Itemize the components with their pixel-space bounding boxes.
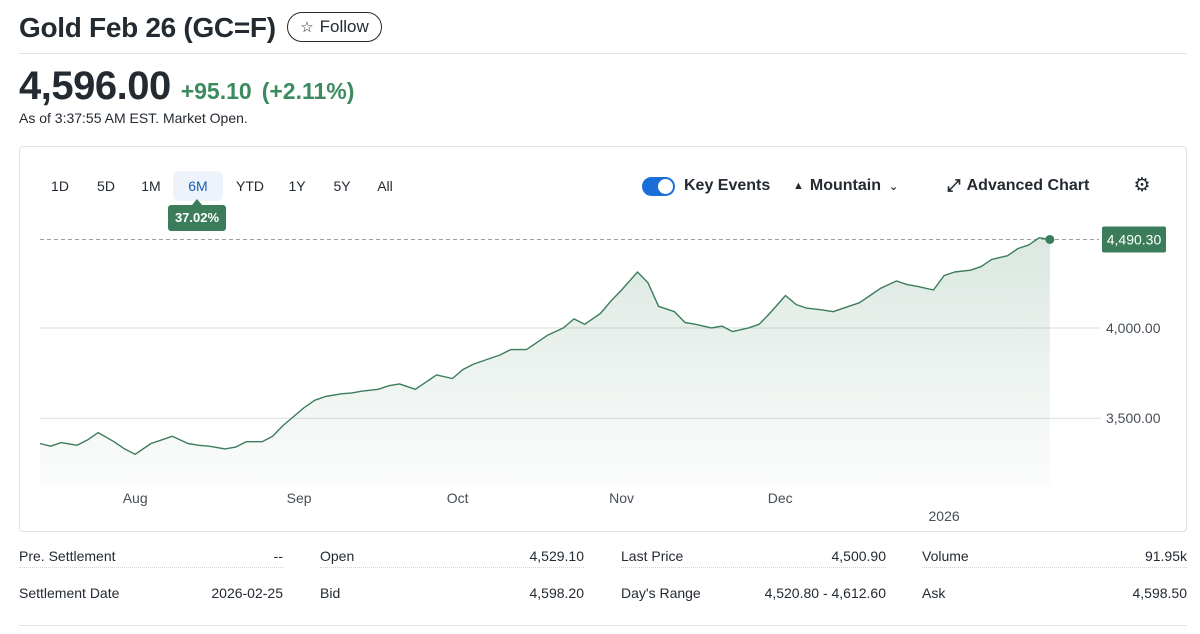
chart-type-label: Mountain <box>809 177 881 194</box>
x-tick-label: Nov <box>609 490 634 506</box>
quote-header: Gold Feb 26 (GC=F) ☆ Follow <box>19 8 1187 54</box>
stat-value: -- <box>273 548 283 564</box>
last-price-dot <box>1045 234 1055 244</box>
key-events-toggle[interactable] <box>642 176 675 196</box>
range-1m[interactable]: 1M <box>141 178 161 194</box>
stat-label: Day's Range <box>621 585 701 601</box>
toggle-knob <box>658 178 673 194</box>
chevron-down-icon: ⌄ <box>888 180 899 193</box>
x-tick-label: 2026 <box>929 508 960 524</box>
chart-card: 3,500.00 4,000.00 4,490.30 Aug Sep Oct Nov Dec 2… <box>19 146 1187 532</box>
key-events-control: Key Events <box>642 176 770 196</box>
price-area <box>40 237 1050 485</box>
advanced-chart-label: Advanced Chart <box>966 177 1090 194</box>
stat-bid: Bid 4,598.20 <box>320 577 584 605</box>
range-all[interactable]: All <box>377 178 393 194</box>
follow-button[interactable]: ☆ Follow <box>287 12 382 42</box>
stat-value: 4,529.10 <box>529 548 585 564</box>
price-line <box>39 237 1051 455</box>
last-price-badge <box>1102 226 1166 253</box>
stat-ask: Ask 4,598.50 <box>922 577 1187 605</box>
last-price-label: 4,490.30 <box>1107 231 1162 247</box>
stat-value: 4,500.90 <box>831 548 887 564</box>
range-5y[interactable]: 5Y <box>333 178 351 194</box>
page-title: Gold Feb 26 (GC=F) <box>19 12 276 43</box>
stat-label: Pre. Settlement <box>19 548 116 564</box>
key-events-label: Key Events <box>684 177 771 194</box>
stat-label: Ask <box>922 585 946 601</box>
x-tick-label: Sep <box>287 490 312 506</box>
stat-label: Settlement Date <box>19 585 120 601</box>
stat-value: 4,598.50 <box>1132 585 1188 601</box>
price-row: 4,596.00 +95.10 (+2.11%) <box>19 64 354 108</box>
x-tick-label: Dec <box>768 490 793 506</box>
stat-value: 91.95k <box>1144 548 1187 564</box>
expand-arrow-icon: ⤢ <box>947 176 961 195</box>
follow-label: Follow <box>319 17 369 36</box>
stat-days-range: Day's Range 4,520.80 - 4,612.60 <box>621 577 886 605</box>
stat-volume: Volume 91.95k <box>922 540 1187 568</box>
stat-pre-settlement: Pre. Settlement -- <box>19 540 283 568</box>
stat-label: Volume <box>922 548 969 564</box>
stat-settlement-date: Settlement Date 2026-02-25 <box>19 577 283 605</box>
x-tick-label: Aug <box>123 490 148 506</box>
range-1d[interactable]: 1D <box>51 178 69 194</box>
price-change: +95.10 <box>180 78 252 104</box>
quote-stats: Pre. Settlement -- Open 4,529.10 Last Pr… <box>19 540 1187 626</box>
current-price: 4,596.00 <box>19 64 171 108</box>
stat-label: Open <box>320 548 355 564</box>
range-1y[interactable]: 1Y <box>288 178 306 194</box>
advanced-chart-button[interactable]: ⤢ Advanced Chart <box>947 175 1089 197</box>
stat-label: Bid <box>320 585 341 601</box>
range-5d[interactable]: 5D <box>97 178 115 194</box>
stat-label: Last Price <box>621 548 684 564</box>
x-tick-label: Oct <box>447 490 469 506</box>
as-of-timestamp: As of 3:37:55 AM EST. Market Open. <box>19 110 248 126</box>
range-6m[interactable]: 6M <box>173 171 223 201</box>
y-tick-label: 3,500.00 <box>1106 410 1161 426</box>
chart-type-dropdown[interactable]: ▲ Mountain ⌄ <box>793 175 898 197</box>
y-tick-label: 4,000.00 <box>1106 320 1161 336</box>
price-chart[interactable]: 3,500.00 4,000.00 4,490.30 Aug Sep Oct Nov Dec 2… <box>20 147 1186 531</box>
stat-open: Open 4,529.10 <box>320 540 584 568</box>
stat-last-price: Last Price 4,500.90 <box>621 540 886 568</box>
stat-value: 2026-02-25 <box>211 585 283 601</box>
star-icon: ☆ <box>300 18 314 36</box>
gear-icon[interactable]: ⚙ <box>1133 175 1151 196</box>
stat-value: 4,598.20 <box>529 585 585 601</box>
stat-value: 4,520.80 - 4,612.60 <box>764 585 886 601</box>
range-change-badge: 37.02% <box>168 199 226 231</box>
mountain-icon: ▲ <box>793 180 804 192</box>
price-change-percent: (+2.11%) <box>261 78 355 104</box>
range-ytd[interactable]: YTD <box>236 178 264 194</box>
